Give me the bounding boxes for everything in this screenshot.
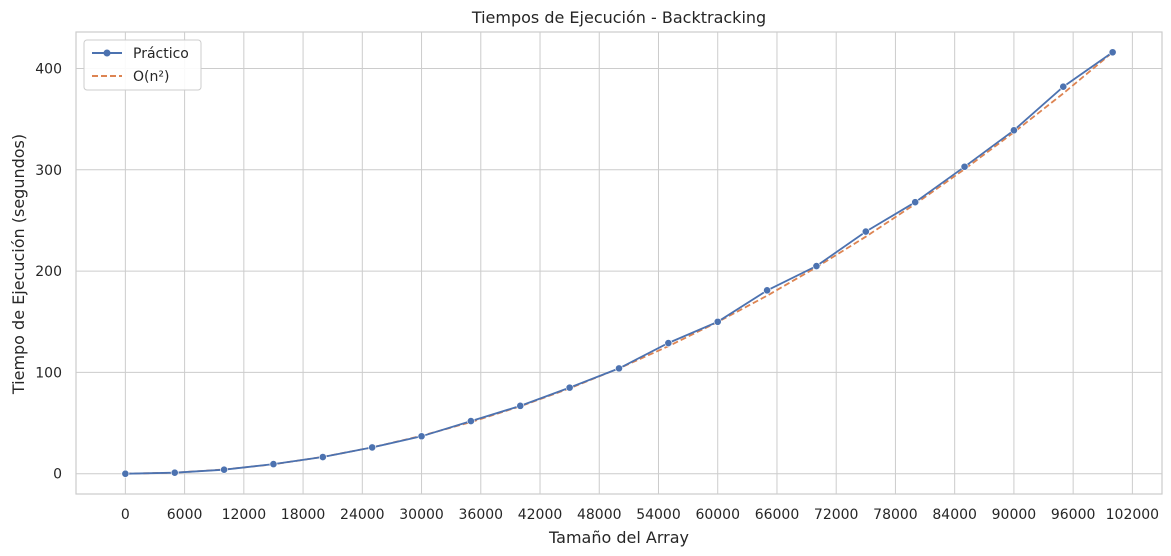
x-tick-label: 0	[121, 507, 130, 523]
data-point	[664, 339, 673, 347]
data-point	[1059, 82, 1068, 91]
x-tick-label: 24000	[340, 507, 385, 523]
grid	[76, 32, 1162, 494]
data-point	[121, 469, 130, 478]
data-point	[615, 364, 623, 373]
data-point	[170, 468, 179, 477]
x-tick-label: 84000	[932, 507, 977, 523]
x-tick-label: 42000	[518, 507, 563, 523]
x-tick-label: 72000	[814, 507, 859, 523]
x-tick-label: 30000	[399, 507, 444, 523]
legend-label-on2: O(n²)	[133, 69, 169, 85]
x-tick-label: 102000	[1106, 507, 1159, 523]
y-tick-label: 300	[35, 163, 62, 179]
x-tick-label: 48000	[577, 507, 622, 523]
legend-label-practico: Práctico	[133, 46, 189, 62]
x-tick-label: 90000	[992, 507, 1037, 523]
plot-frame	[75, 31, 1163, 495]
x-tick-label: 60000	[695, 507, 740, 523]
series-layer	[121, 48, 1117, 478]
y-tick-label: 0	[53, 467, 62, 483]
chart-title: Tiempos de Ejecución - Backtracking	[471, 8, 766, 27]
y-axis-title: Tiempo de Ejecución (segundos)	[9, 134, 28, 395]
x-tick-label: 54000	[636, 507, 681, 523]
data-point	[565, 383, 574, 392]
data-point	[318, 453, 327, 461]
data-point	[713, 317, 722, 326]
x-tick-labels: 0 6000 12000 18000 24000 30000 36000 42000 48000…	[121, 507, 1159, 523]
data-point	[812, 262, 821, 270]
x-tick-label: 6000	[167, 507, 203, 523]
data-point	[861, 227, 870, 236]
data-point	[911, 198, 920, 207]
legend-marker-practico	[103, 49, 111, 57]
y-tick-labels: 0 100 200 300 400	[35, 61, 62, 482]
x-tick-label: 36000	[459, 507, 504, 523]
y-tick-label: 100	[35, 365, 62, 381]
data-point	[220, 465, 228, 474]
data-point	[417, 432, 426, 441]
data-point	[1010, 126, 1018, 135]
data-point	[368, 443, 377, 452]
legend: Práctico O(n²)	[83, 39, 202, 91]
data-point	[763, 286, 771, 295]
y-tick-label: 200	[35, 264, 62, 280]
x-tick-label: 18000	[281, 507, 326, 523]
data-point	[1108, 48, 1117, 57]
y-tick-label: 400	[35, 61, 62, 77]
x-tick-label: 12000	[222, 507, 267, 523]
x-tick-label: 78000	[873, 507, 918, 523]
series-line-0	[125, 51, 1114, 475]
data-point	[960, 162, 969, 171]
data-point	[467, 417, 475, 425]
x-tick-label: 66000	[755, 507, 800, 523]
data-point	[516, 401, 525, 410]
data-point	[269, 460, 278, 469]
x-tick-label: 96000	[1051, 507, 1096, 523]
x-axis-title: Tamaño del Array	[548, 528, 689, 547]
series-line-1	[125, 51, 1114, 475]
